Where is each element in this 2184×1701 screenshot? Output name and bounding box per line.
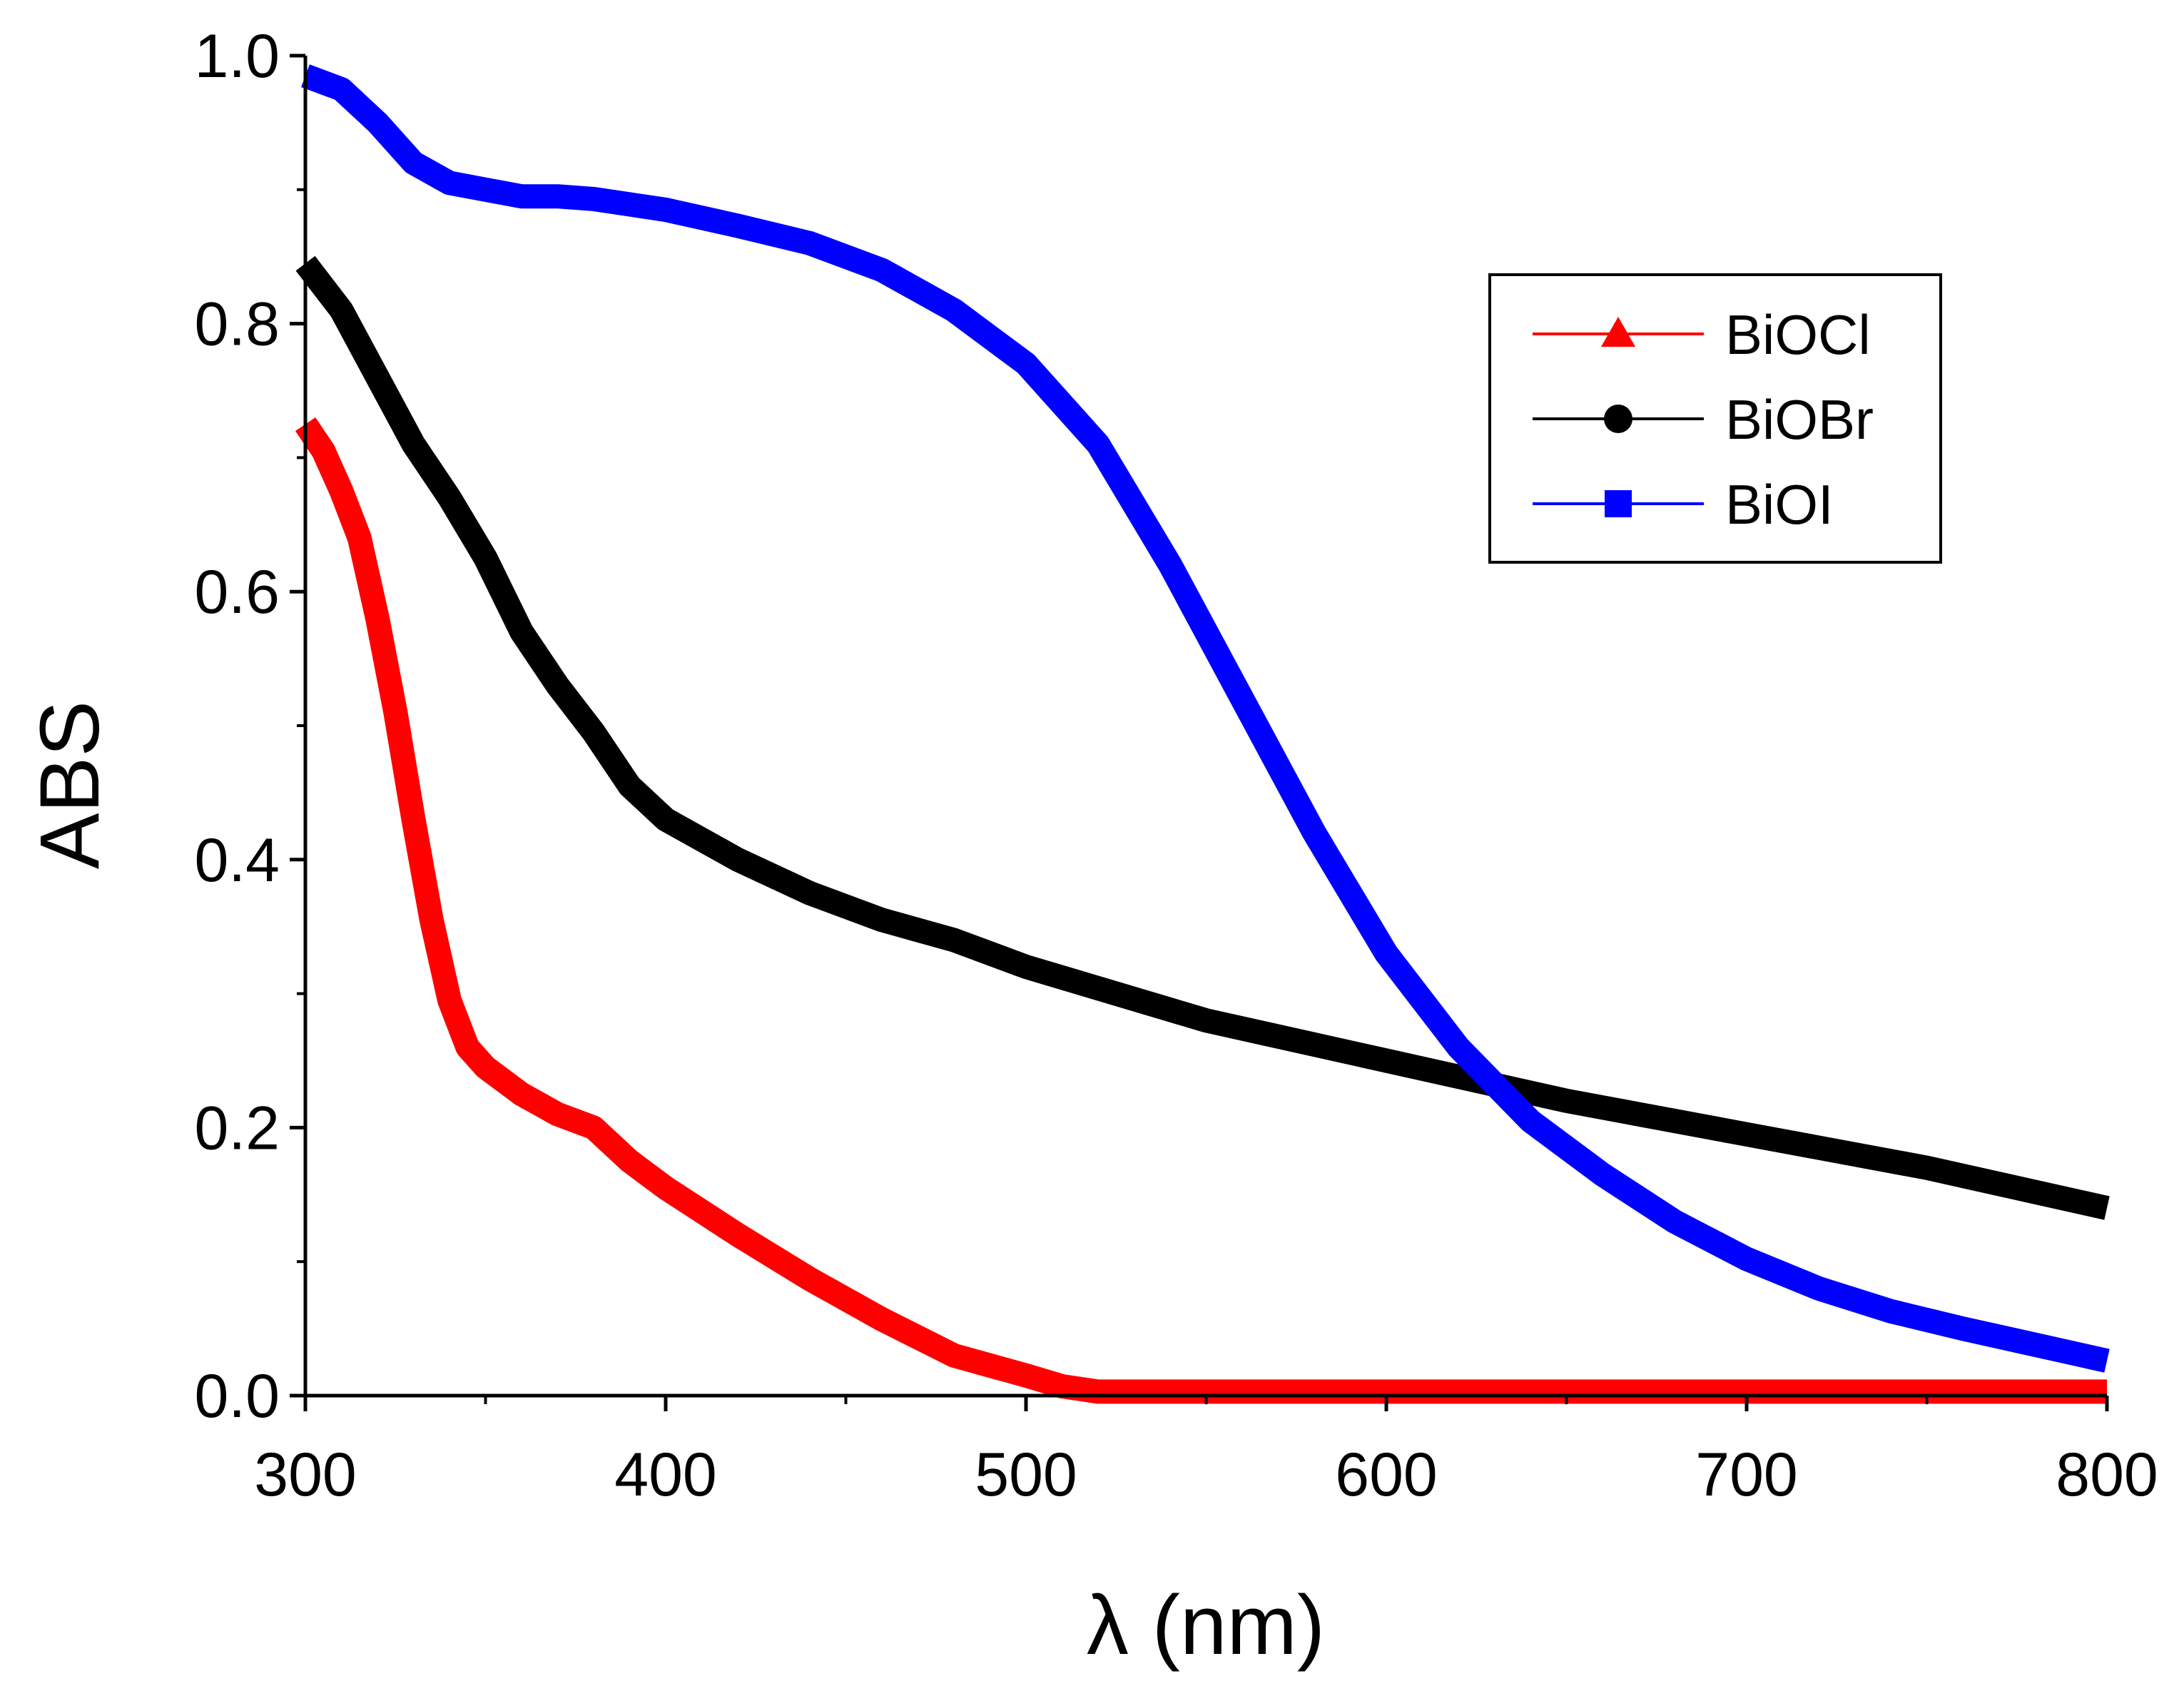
legend-item-bioi: BiOI: [1533, 473, 1834, 536]
x-tick-label: 800: [2056, 1441, 2158, 1509]
circle-marker-icon: [1604, 405, 1632, 433]
x-tick-label: 300: [254, 1441, 357, 1509]
square-marker-icon: [1605, 490, 1632, 517]
ticks-layer: 300 400 500 600 700 800 0.0 0.2 0.4 0.6 0.8 1.0: [194, 22, 2158, 1509]
legend: BiOCl BiOBr BiOI: [1488, 273, 1942, 564]
series-bioi-line: [301, 64, 2110, 1373]
legend-label: BiOBr: [1725, 388, 1874, 451]
x-tick-label: 400: [614, 1441, 717, 1509]
legend-label: BiOI: [1725, 473, 1834, 536]
series-biocl-line: [295, 417, 2107, 1404]
triangle-marker-icon: [1601, 317, 1635, 347]
x-tick-label: 700: [1695, 1441, 1798, 1509]
x-tick-label: 600: [1335, 1441, 1438, 1509]
series-layer: [295, 64, 2110, 1404]
legend-label: BiOCl: [1725, 303, 1871, 366]
y-tick-label: 1.0: [194, 22, 280, 91]
y-tick-label: 0.8: [194, 290, 280, 359]
x-axis-title: λ (nm): [1087, 1578, 1325, 1672]
y-tick-label: 0.4: [194, 826, 280, 895]
legend-item-biocl: BiOCl: [1533, 303, 1871, 366]
y-tick-label: 0.2: [194, 1094, 280, 1162]
y-axis-title: ABS: [23, 701, 117, 869]
legend-item-biobr: BiOBr: [1533, 388, 1874, 451]
y-tick-label: 0.6: [194, 558, 280, 626]
y-tick-label: 0.0: [194, 1362, 280, 1431]
x-tick-label: 500: [975, 1441, 1077, 1509]
